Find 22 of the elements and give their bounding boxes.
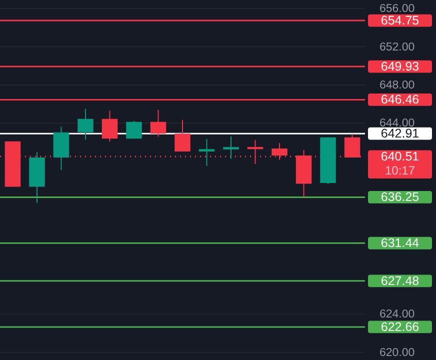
candlestick	[126, 120, 142, 140]
ref-line-label: 654.75	[380, 14, 420, 28]
y-tick-label: 656.00	[380, 3, 415, 16]
candlestick	[247, 140, 264, 164]
ref-line-label: 636.25	[380, 190, 420, 204]
y-tick-label: 620.00	[380, 346, 415, 359]
y-tick-label: 652.00	[380, 41, 415, 54]
candlestick	[78, 108, 94, 140]
ref-line-label: 631.44	[380, 236, 420, 250]
ref-line-label: 622.66	[380, 320, 420, 334]
y-tick-label: 624.00	[380, 308, 415, 321]
ref-line-label: 640.51	[380, 150, 420, 164]
candlestick	[223, 136, 239, 160]
candlestick	[198, 138, 215, 166]
ref-line-label: 649.93	[380, 60, 420, 74]
ref-line-label: 627.48	[380, 274, 420, 288]
ref-line-label: 646.46	[380, 92, 420, 107]
candlestick	[174, 119, 190, 152]
y-tick-label: 648.00	[380, 79, 415, 92]
candlestick	[150, 109, 166, 138]
candlestick	[102, 110, 118, 142]
text: 10:17	[384, 164, 416, 178]
